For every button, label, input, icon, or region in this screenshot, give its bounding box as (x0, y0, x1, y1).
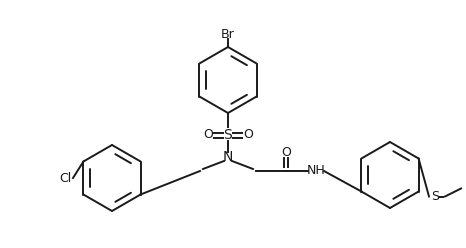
Text: O: O (243, 128, 253, 142)
Text: O: O (281, 147, 291, 159)
Text: Cl: Cl (59, 172, 71, 185)
Text: O: O (203, 128, 213, 142)
Text: N: N (223, 150, 233, 164)
Text: Br: Br (221, 29, 235, 41)
Text: NH: NH (307, 164, 325, 178)
Text: S: S (224, 128, 233, 142)
Text: S: S (431, 190, 439, 203)
